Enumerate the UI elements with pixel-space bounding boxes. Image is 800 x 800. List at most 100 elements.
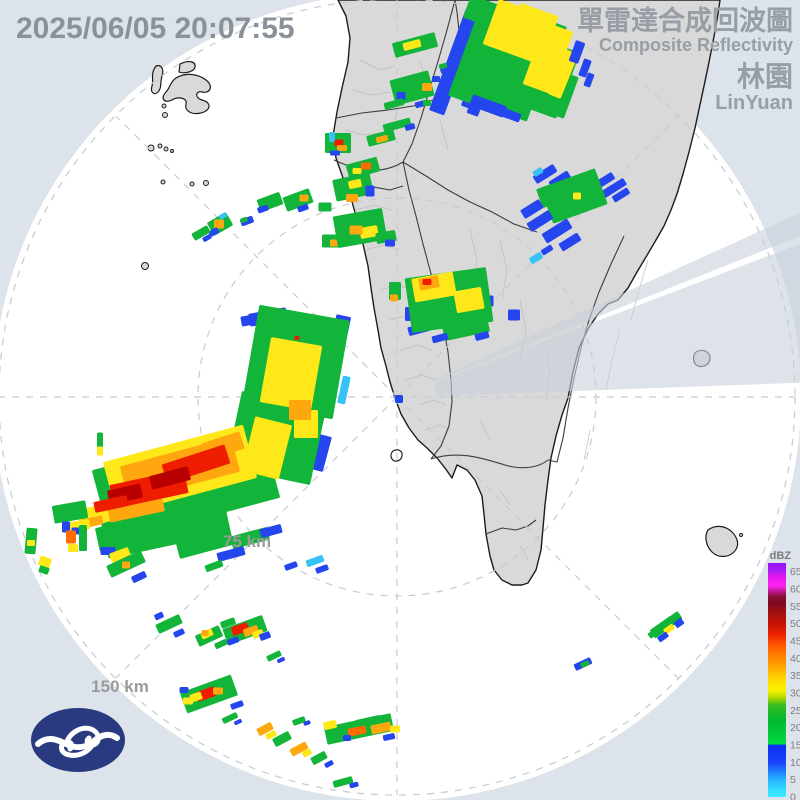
echo-cell	[390, 294, 398, 302]
echo-cell	[382, 117, 412, 133]
echo-cell	[323, 720, 337, 730]
echo-cell	[66, 530, 76, 544]
echo-cell	[432, 76, 440, 82]
echo-cell	[183, 697, 193, 705]
echo-cell	[349, 781, 359, 789]
echo-cell	[27, 540, 35, 546]
echo-cell	[299, 194, 309, 202]
echo-cell	[438, 62, 448, 70]
echo-cell	[657, 631, 669, 643]
cwb-logo	[31, 708, 125, 772]
echo-cell	[422, 83, 432, 91]
echo-cell	[529, 252, 543, 264]
echo-cell	[226, 636, 240, 646]
echo-cell	[390, 725, 400, 733]
echo-cell	[297, 203, 309, 213]
timestamp: 2025/06/05 20:07:55	[16, 12, 295, 45]
echo-cell	[513, 3, 559, 37]
echo-cell	[347, 725, 367, 737]
echo-cell	[243, 625, 259, 637]
echo-cell	[573, 192, 581, 200]
echo-cell	[201, 630, 209, 636]
echo-cell	[256, 722, 274, 736]
echo-cell	[292, 716, 306, 726]
echo-cell	[352, 168, 362, 174]
echo-cell	[348, 179, 362, 189]
colorbar-gradient	[768, 563, 786, 797]
echo-cell	[38, 565, 50, 575]
echo-cell	[51, 500, 89, 524]
echo-cell	[330, 239, 338, 247]
echo-cell	[402, 39, 422, 51]
ring-label-75km: 75 km	[223, 532, 271, 551]
echo-cell	[95, 520, 137, 552]
title-block: 單雷達合成回波圖 Composite Reflectivity 林園 LinYu…	[577, 5, 793, 114]
echo-cell	[266, 650, 282, 662]
echo-cell	[173, 628, 185, 638]
echo-cell	[332, 776, 354, 788]
echo-cell	[179, 687, 189, 693]
echo-cell	[523, 22, 573, 94]
colorbar-tick-40: 40	[790, 653, 800, 665]
echo-cell	[508, 309, 520, 321]
colorbar-tick-50: 50	[790, 618, 800, 630]
echo-cell	[315, 564, 329, 574]
blockage-wedge-upper	[433, 212, 800, 382]
echo-cell	[404, 123, 416, 131]
echo-cell	[612, 187, 630, 203]
echo-cell	[213, 687, 223, 695]
echo-cell	[547, 49, 579, 99]
echo-cell	[257, 204, 269, 214]
echo-cell	[97, 446, 103, 456]
colorbar-tick-15: 15	[790, 740, 800, 752]
colorbar-tick-25: 25	[790, 705, 800, 717]
echo-cell	[155, 614, 183, 634]
cwb-logo-wave-icon	[35, 725, 120, 758]
echo-cell	[265, 730, 277, 740]
echo-cell	[62, 521, 70, 533]
echo-cell	[284, 561, 298, 571]
echo-cell	[532, 167, 544, 177]
echo-cell	[208, 227, 220, 237]
echo-cell	[240, 216, 248, 224]
echo-cell	[216, 546, 246, 562]
station-name-en: LinYuan	[715, 92, 793, 114]
echo-cell	[349, 225, 363, 235]
penghu-xiyu-island	[150, 65, 164, 95]
echo-cell	[343, 735, 351, 741]
echo-cell	[583, 72, 595, 88]
echo-cell	[230, 700, 244, 710]
echo-cell	[647, 627, 661, 639]
echo-cell	[442, 317, 490, 341]
echo-cell	[578, 58, 592, 78]
echo-cell	[176, 529, 234, 559]
echo-cell	[520, 199, 544, 219]
blockage-wedge-lower	[434, 243, 800, 396]
cwb-logo-ellipse	[31, 708, 125, 772]
echo-cell	[259, 524, 283, 538]
echo-cell	[93, 495, 129, 513]
echo-cell	[294, 336, 300, 340]
penghu-baisha-island	[178, 61, 196, 74]
echo-cell	[354, 715, 382, 727]
echo-cell	[131, 571, 147, 583]
colorbar-tick-30: 30	[790, 688, 800, 700]
echo-cell	[68, 544, 78, 552]
echo-cell	[230, 527, 270, 549]
echo-cell	[494, 105, 522, 123]
echo-cell	[302, 748, 312, 758]
echo-cell	[568, 40, 586, 64]
echo-cell	[396, 92, 406, 100]
colorbar-tick-65: 65	[790, 566, 800, 578]
echo-cell	[359, 225, 379, 239]
echo-cell	[558, 232, 582, 252]
echo-layer	[24, 0, 685, 789]
echo-cell	[122, 561, 130, 569]
echo-cell	[289, 741, 309, 757]
echo-cell	[382, 733, 396, 741]
colorbar-tick-0: 0	[790, 792, 796, 800]
echo-cell	[453, 286, 485, 314]
